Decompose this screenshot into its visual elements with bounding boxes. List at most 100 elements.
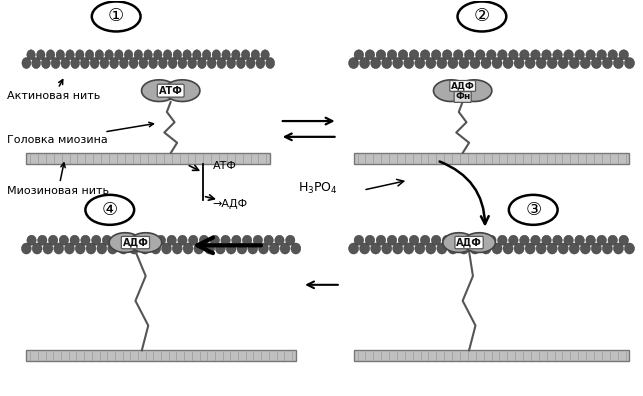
Ellipse shape [231, 235, 241, 245]
Ellipse shape [197, 57, 206, 69]
Ellipse shape [210, 235, 219, 245]
Ellipse shape [602, 243, 612, 254]
Ellipse shape [370, 57, 381, 69]
Ellipse shape [139, 57, 148, 69]
Ellipse shape [165, 80, 200, 101]
Ellipse shape [421, 235, 430, 245]
Ellipse shape [168, 57, 177, 69]
Ellipse shape [354, 50, 364, 60]
Ellipse shape [387, 235, 397, 245]
Ellipse shape [100, 57, 109, 69]
Ellipse shape [90, 57, 99, 69]
Ellipse shape [145, 235, 155, 245]
Ellipse shape [246, 57, 255, 69]
Ellipse shape [443, 233, 475, 253]
Circle shape [92, 2, 141, 31]
Ellipse shape [520, 235, 529, 245]
Ellipse shape [470, 243, 480, 254]
Ellipse shape [61, 57, 70, 69]
Ellipse shape [212, 50, 221, 60]
Ellipse shape [231, 50, 240, 60]
Ellipse shape [113, 235, 122, 245]
Text: АДФ: АДФ [123, 238, 149, 248]
Ellipse shape [207, 57, 216, 69]
Ellipse shape [503, 243, 513, 254]
Ellipse shape [154, 50, 162, 60]
Ellipse shape [464, 50, 474, 60]
Ellipse shape [134, 50, 143, 60]
Ellipse shape [553, 235, 563, 245]
Circle shape [509, 195, 557, 225]
Ellipse shape [398, 235, 408, 245]
Ellipse shape [365, 235, 375, 245]
Ellipse shape [619, 235, 628, 245]
Ellipse shape [448, 57, 458, 69]
Ellipse shape [71, 57, 80, 69]
Ellipse shape [547, 57, 557, 69]
Circle shape [458, 2, 506, 31]
Ellipse shape [398, 50, 408, 60]
Ellipse shape [442, 50, 452, 60]
Text: АТФ: АТФ [159, 86, 183, 96]
Ellipse shape [151, 243, 161, 254]
Ellipse shape [404, 57, 414, 69]
Ellipse shape [431, 235, 441, 245]
Ellipse shape [188, 235, 198, 245]
Ellipse shape [370, 243, 381, 254]
Ellipse shape [575, 50, 584, 60]
Ellipse shape [382, 57, 392, 69]
Ellipse shape [226, 243, 236, 254]
Ellipse shape [410, 50, 419, 60]
Ellipse shape [597, 235, 606, 245]
Ellipse shape [530, 235, 540, 245]
Ellipse shape [269, 243, 279, 254]
Ellipse shape [158, 57, 167, 69]
Ellipse shape [41, 57, 50, 69]
Ellipse shape [558, 57, 568, 69]
Ellipse shape [492, 243, 502, 254]
Ellipse shape [564, 50, 574, 60]
Ellipse shape [592, 243, 601, 254]
Ellipse shape [481, 57, 491, 69]
Ellipse shape [487, 235, 496, 245]
Ellipse shape [437, 243, 447, 254]
Ellipse shape [51, 57, 60, 69]
Ellipse shape [237, 243, 247, 254]
Ellipse shape [70, 235, 79, 245]
Text: АДФ: АДФ [451, 82, 475, 90]
Ellipse shape [415, 57, 425, 69]
Ellipse shape [431, 50, 441, 60]
Ellipse shape [172, 243, 182, 254]
Ellipse shape [586, 235, 595, 245]
Ellipse shape [580, 243, 590, 254]
Ellipse shape [76, 50, 84, 60]
Ellipse shape [404, 243, 414, 254]
Ellipse shape [215, 243, 225, 254]
Text: АДФ: АДФ [456, 238, 482, 248]
Ellipse shape [580, 57, 590, 69]
Text: АТФ: АТФ [212, 162, 236, 171]
Ellipse shape [124, 50, 133, 60]
Text: Головка миозина: Головка миозина [7, 122, 154, 145]
Ellipse shape [248, 243, 258, 254]
Text: $\mathregular{H_3PO_4}$: $\mathregular{H_3PO_4}$ [298, 181, 338, 196]
Ellipse shape [97, 243, 107, 254]
Ellipse shape [619, 50, 628, 60]
Ellipse shape [109, 233, 141, 253]
Ellipse shape [203, 50, 211, 60]
Ellipse shape [624, 57, 635, 69]
Ellipse shape [586, 50, 595, 60]
Ellipse shape [459, 57, 469, 69]
Ellipse shape [177, 235, 187, 245]
Ellipse shape [564, 235, 574, 245]
Ellipse shape [285, 235, 295, 245]
Ellipse shape [222, 50, 230, 60]
Ellipse shape [558, 243, 568, 254]
Ellipse shape [130, 233, 162, 253]
Ellipse shape [592, 57, 601, 69]
Ellipse shape [140, 243, 150, 254]
Ellipse shape [541, 50, 551, 60]
Ellipse shape [118, 243, 129, 254]
Ellipse shape [183, 50, 192, 60]
Ellipse shape [80, 57, 89, 69]
